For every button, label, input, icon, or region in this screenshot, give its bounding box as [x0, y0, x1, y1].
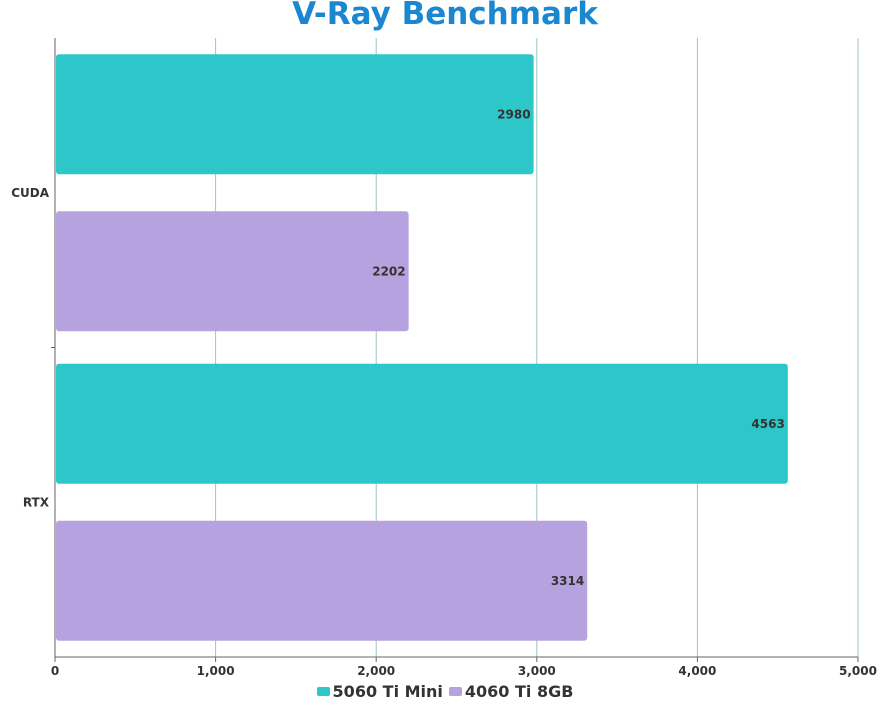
data-label: 4563: [751, 417, 784, 431]
bar: [56, 520, 588, 641]
y-tick-label: RTX: [23, 495, 50, 509]
x-tick-label: 2,000: [357, 664, 395, 678]
data-label: 3314: [551, 574, 584, 588]
y-tick-label: CUDA: [11, 186, 50, 200]
x-tick-label: 1,000: [197, 664, 235, 678]
legend-item[interactable]: 4060 Ti 8GB: [448, 682, 574, 701]
data-label: 2202: [372, 264, 405, 278]
bar: [56, 363, 788, 484]
x-tick-label: 3,000: [518, 664, 556, 678]
legend-swatch: [316, 687, 330, 696]
legend-label: 5060 Ti Mini: [332, 682, 443, 701]
x-tick-label: 5,000: [839, 664, 877, 678]
legend-label: 4060 Ti 8GB: [464, 682, 574, 701]
legend: 5060 Ti Mini 4060 Ti 8GB: [0, 681, 890, 701]
legend-swatch: [448, 687, 462, 696]
x-tick-label: 0: [51, 664, 59, 678]
bar: [56, 211, 409, 332]
x-tick-label: 4,000: [678, 664, 716, 678]
legend-item[interactable]: 5060 Ti Mini: [316, 682, 443, 701]
data-label: 2980: [497, 107, 530, 121]
chart-title: V-Ray Benchmark: [292, 0, 598, 32]
bar: [56, 54, 534, 175]
